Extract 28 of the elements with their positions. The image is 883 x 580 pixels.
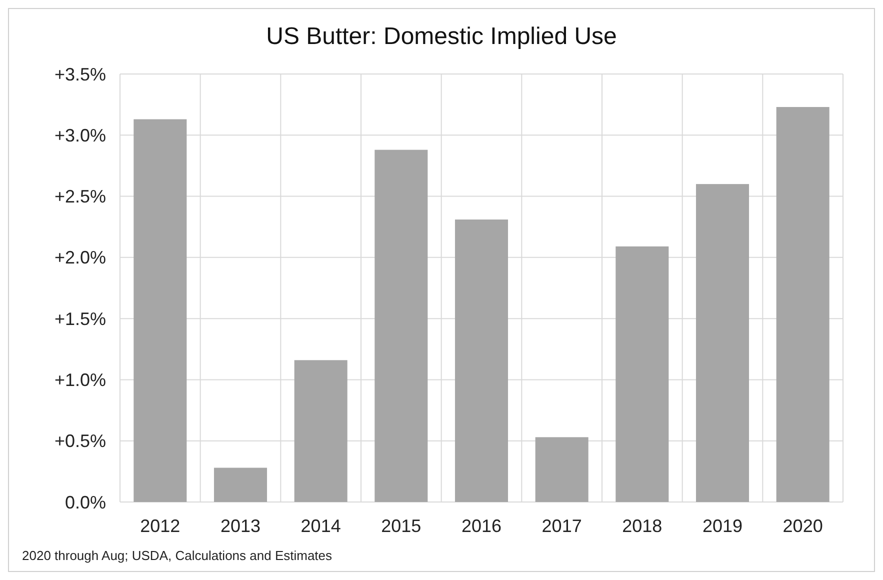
- x-tick-label: 2013: [220, 516, 261, 536]
- bar: [214, 468, 268, 502]
- x-tick-label: 2020: [782, 516, 823, 536]
- y-tick-label: +3.5%: [54, 64, 106, 84]
- bar: [696, 184, 750, 502]
- y-tick-label: +3.0%: [54, 125, 106, 146]
- x-tick-label: 2018: [622, 516, 662, 536]
- bar: [454, 220, 508, 502]
- x-tick-label: 2015: [381, 516, 422, 536]
- x-tick-label: 2014: [300, 516, 341, 536]
- y-tick-label: +0.5%: [54, 431, 106, 452]
- bar: [134, 119, 187, 502]
- y-tick-label: +2.0%: [54, 248, 106, 268]
- text: 2020 through Aug; USDA, Calculations and Estimates: [22, 548, 333, 563]
- bar: [294, 360, 348, 502]
- y-tick-label: +1.0%: [54, 370, 106, 390]
- bar: [535, 437, 588, 502]
- y-tick-label: +1.5%: [54, 308, 106, 329]
- bar: [374, 150, 428, 502]
- y-tick-label: 0.0%: [64, 492, 106, 512]
- y-tick-label: +2.5%: [54, 186, 106, 207]
- chart-title: US Butter: Domestic Implied Use: [266, 23, 617, 50]
- x-tick-label: 2016: [461, 516, 502, 536]
- bar: [776, 107, 830, 502]
- bar: [616, 246, 669, 502]
- x-tick-label: 2019: [702, 516, 743, 536]
- x-tick-label: 2017: [542, 516, 582, 536]
- x-tick-label: 2012: [140, 516, 180, 536]
